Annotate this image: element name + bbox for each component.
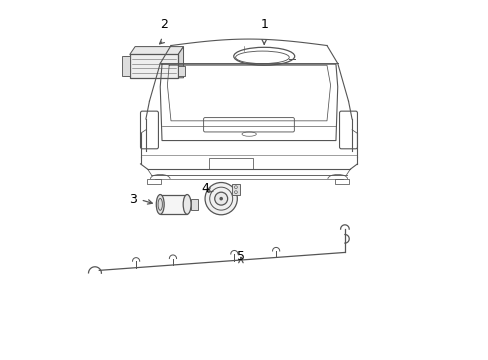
Bar (147, 179, 161, 184)
Bar (129, 54, 178, 78)
Text: 5: 5 (236, 250, 244, 263)
Bar (124, 56, 129, 58)
Bar (160, 194, 187, 214)
Bar (124, 71, 129, 73)
Bar (334, 179, 348, 184)
Bar (178, 66, 184, 76)
Text: 1: 1 (260, 18, 267, 31)
Bar (231, 184, 239, 195)
Polygon shape (129, 46, 183, 54)
Circle shape (204, 183, 237, 215)
Bar (124, 74, 129, 76)
Bar (122, 56, 129, 76)
Ellipse shape (156, 194, 164, 214)
Text: 4: 4 (202, 183, 209, 195)
Polygon shape (178, 46, 183, 78)
Text: 2: 2 (160, 18, 167, 31)
Bar (208, 158, 253, 168)
Bar (124, 60, 129, 62)
Circle shape (219, 197, 223, 201)
Ellipse shape (183, 194, 191, 214)
Bar (124, 67, 129, 69)
Bar (124, 63, 129, 66)
Text: 3: 3 (129, 193, 137, 206)
Bar (191, 199, 197, 210)
Circle shape (214, 192, 227, 205)
